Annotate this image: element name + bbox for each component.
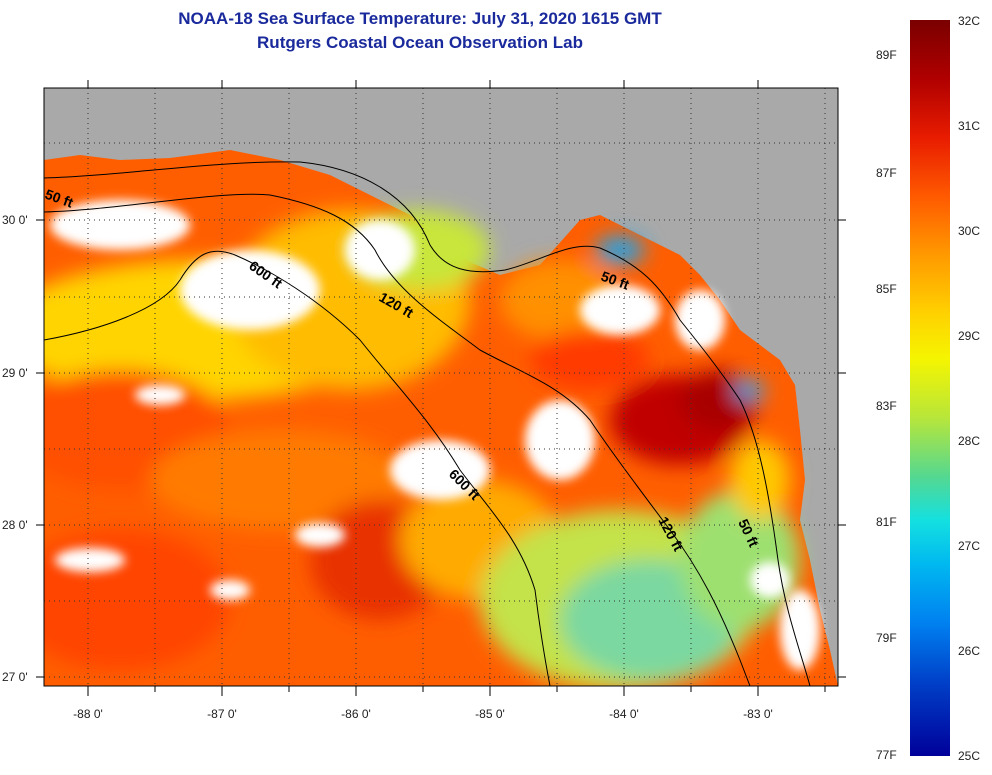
colorbar-celsius-label: 28C [958,434,981,448]
axis-ticks [36,80,846,696]
map-frame [43,87,839,687]
colorbar-celsius-label: 27C [958,539,981,553]
depth-contours [44,161,811,686]
x-tick-label: -84 0' [609,707,639,721]
colorbar-celsius-label: 25C [958,749,981,763]
y-tick-label: 28 0' [2,518,28,532]
colorbar-fahrenheit-label: 85F [876,282,897,296]
colorbar-fahrenheit-label: 79F [876,631,897,645]
colorbar-fahrenheit-label: 81F [876,515,897,529]
x-tick-label: -85 0' [475,707,505,721]
x-tick-label: -83 0' [743,707,773,721]
map-subtitle: Rutgers Coastal Ocean Observation Lab [257,33,583,52]
colorbar-celsius-label: 32C [958,14,981,28]
x-tick-label: -86 0' [341,707,371,721]
y-tick-label: 29 0' [2,366,28,380]
colorbar-fahrenheit-label: 83F [876,399,897,413]
colorbar-celsius-label: 29C [958,329,981,343]
map-title: NOAA-18 Sea Surface Temperature: July 31… [178,9,662,28]
x-tick-label: -87 0' [207,707,237,721]
colorbar-fahrenheit-label: 87F [876,166,897,180]
temperature-colorbar [910,20,950,756]
colorbar-fahrenheit-label: 77F [876,748,897,762]
y-tick-label: 30 0' [2,213,28,227]
y-tick-label: 27 0' [2,670,28,684]
colorbar-celsius-label: 31C [958,119,981,133]
x-tick-label: -88 0' [73,707,103,721]
colorbar-celsius-label: 30C [958,224,981,238]
colorbar-fahrenheit-label: 89F [876,48,897,62]
colorbar-celsius-label: 26C [958,644,981,658]
